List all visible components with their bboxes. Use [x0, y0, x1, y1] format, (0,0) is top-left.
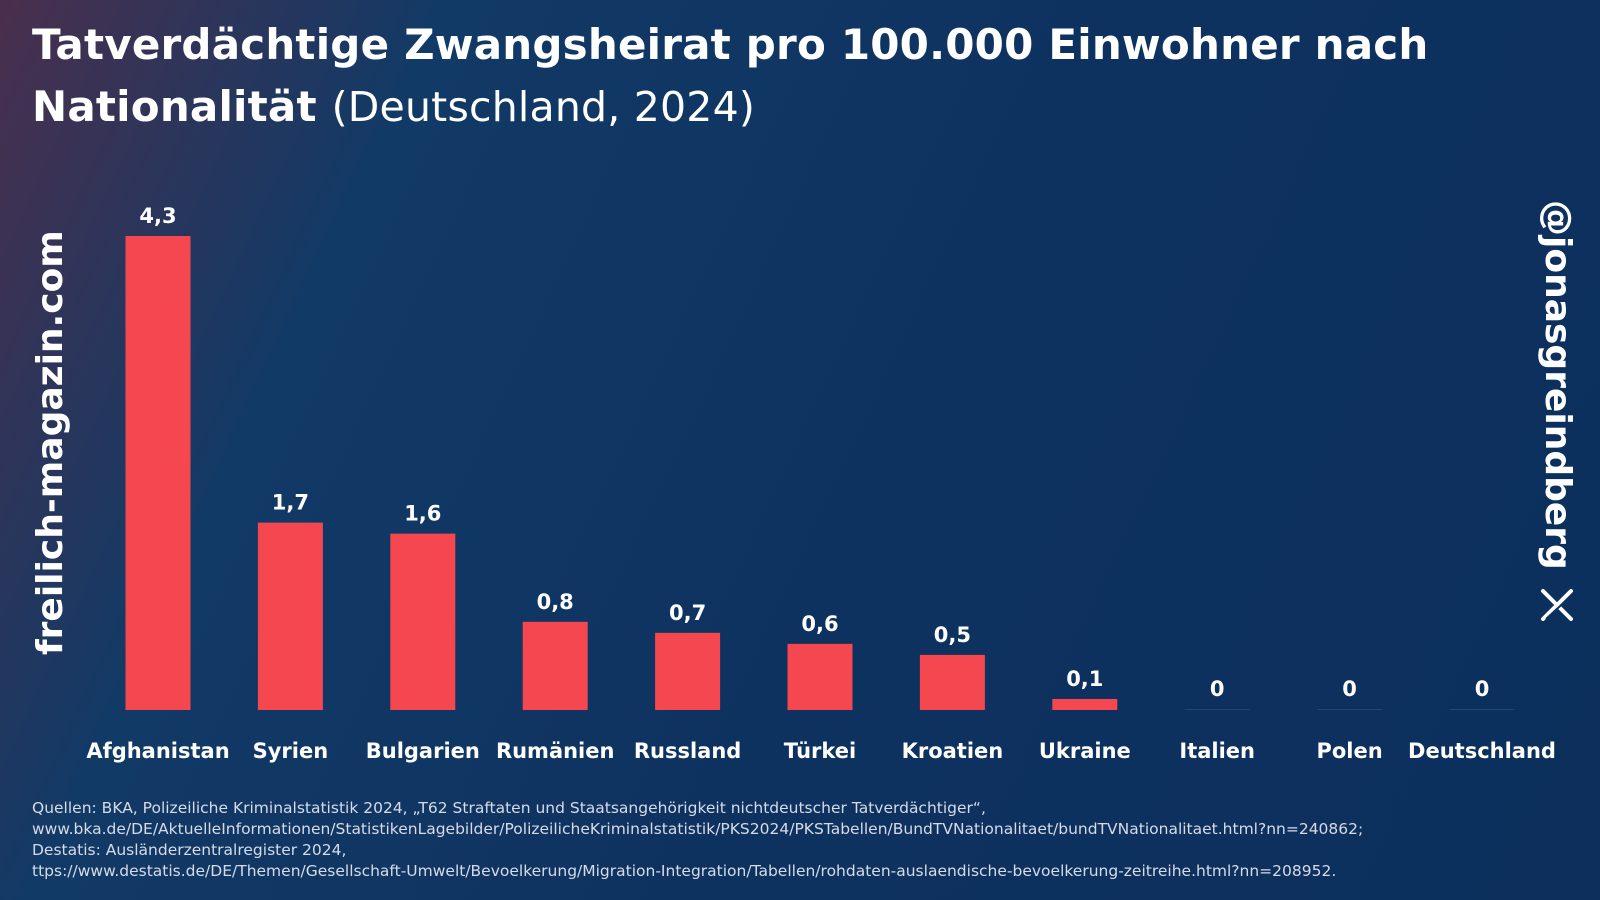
- value-label: 0,7: [669, 601, 706, 625]
- watermark-site: freilich-magazin.com: [30, 230, 71, 655]
- bar-kroatien: [919, 654, 985, 710]
- category-label: Rumänien: [496, 739, 615, 763]
- bar-ukraine: [1052, 698, 1118, 710]
- value-label: 4,3: [139, 204, 176, 228]
- category-label: Deutschland: [1408, 739, 1556, 763]
- bar-rumänien: [522, 621, 588, 710]
- title-main: Tatverdächtige Zwangsheirat pro 100.000 …: [32, 20, 1429, 131]
- value-label: 0: [1342, 677, 1357, 701]
- bar-türkei: [787, 643, 853, 710]
- bar-afghanistan: [125, 236, 191, 710]
- x-logo-icon: [1541, 588, 1574, 621]
- category-label: Afghanistan: [86, 739, 229, 763]
- bar-bulgarien: [390, 533, 456, 710]
- category-label: Russland: [634, 739, 741, 763]
- source-line: Quellen: BKA, Polizeiliche Kriminalstati…: [32, 799, 986, 817]
- handle-text: @jonasgreindberg: [1537, 200, 1578, 570]
- bar-italien: [1184, 709, 1250, 710]
- source-line: Destatis: Ausländerzentralregister 2024,: [32, 841, 347, 859]
- chart-title: Tatverdächtige Zwangsheirat pro 100.000 …: [32, 14, 1512, 138]
- category-label: Türkei: [784, 739, 856, 763]
- value-label: 1,7: [272, 491, 309, 515]
- category-label: Italien: [1179, 739, 1255, 763]
- value-label: 1,6: [404, 502, 441, 526]
- title-parenthetical: (Deutschland, 2024): [331, 83, 756, 131]
- value-label: 0,6: [801, 612, 838, 636]
- bar-deutschland: [1449, 709, 1515, 710]
- bar-polen: [1317, 709, 1383, 710]
- category-label: Syrien: [253, 739, 329, 763]
- source-line: ttps://www.destatis.de/DE/Themen/Gesells…: [32, 862, 1337, 880]
- bar-russland: [655, 632, 721, 710]
- value-label: 0,5: [934, 623, 971, 647]
- category-label: Ukraine: [1039, 739, 1131, 763]
- source-line: www.bka.de/DE/AktuelleInformationen/Stat…: [32, 820, 1364, 838]
- value-label: 0,8: [537, 590, 574, 614]
- value-label: 0,1: [1066, 667, 1103, 691]
- category-label: Kroatien: [902, 739, 1004, 763]
- category-label: Bulgarien: [366, 739, 480, 763]
- watermark-handle: @jonasgreindberg: [1537, 200, 1578, 622]
- bar-syrien: [257, 522, 323, 710]
- sources-footnote: Quellen: BKA, Polizeiliche Kriminalstati…: [32, 798, 1552, 882]
- value-label: 0: [1210, 677, 1225, 701]
- category-label: Polen: [1316, 739, 1382, 763]
- value-label: 0: [1475, 677, 1490, 701]
